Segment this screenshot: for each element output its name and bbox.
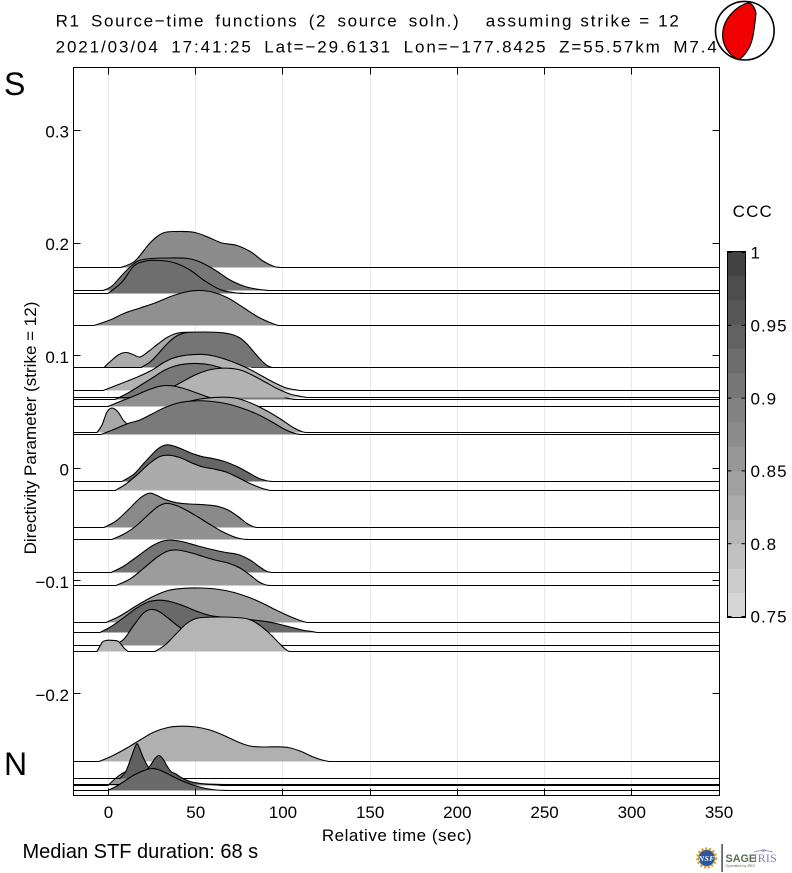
svg-text:0.8: 0.8 [751, 535, 778, 554]
svg-text:0: 0 [104, 803, 113, 822]
svg-text:1: 1 [751, 244, 761, 263]
svg-text:CCC: CCC [733, 202, 773, 221]
svg-text:0.9: 0.9 [751, 389, 778, 408]
svg-text:S: S [4, 66, 25, 102]
svg-text:SAGE: SAGE [726, 853, 757, 865]
svg-text:0.75: 0.75 [751, 608, 788, 627]
svg-text:−0.1: −0.1 [35, 573, 69, 592]
svg-text:Directivity Parameter (strike: Directivity Parameter (strike = 12) [21, 302, 40, 555]
svg-text:300: 300 [618, 803, 646, 822]
svg-text:0.95: 0.95 [751, 317, 788, 336]
svg-text:2021/03/04 17:41:25 Lat=−29.6: 2021/03/04 17:41:25 Lat=−29.6131 Lon=−17… [56, 37, 719, 56]
svg-text:Operated by IRIS: Operated by IRIS [726, 864, 756, 868]
svg-text:250: 250 [530, 803, 558, 822]
svg-text:−0.2: −0.2 [35, 686, 69, 705]
svg-text:0.3: 0.3 [45, 123, 69, 142]
svg-text:0: 0 [60, 461, 69, 480]
svg-text:0.85: 0.85 [751, 462, 788, 481]
svg-text:Relative time (sec): Relative time (sec) [322, 826, 472, 845]
svg-text:350: 350 [705, 803, 733, 822]
svg-text:200: 200 [443, 803, 471, 822]
svg-text:0.2: 0.2 [45, 235, 69, 254]
svg-text:50: 50 [186, 803, 205, 822]
svg-text:150: 150 [356, 803, 384, 822]
svg-text:R1 Source−time functions (2 so: R1 Source−time functions (2 source soln.… [56, 12, 461, 31]
svg-text:100: 100 [269, 803, 297, 822]
svg-text:assuming strike = 12: assuming strike = 12 [486, 12, 681, 31]
svg-text:NSF: NSF [698, 854, 716, 863]
svg-text:N: N [4, 746, 27, 782]
svg-text:IRIS: IRIS [754, 851, 778, 865]
svg-text:Median STF duration: 68 s: Median STF duration: 68 s [23, 841, 259, 863]
svg-text:0.1: 0.1 [45, 348, 69, 367]
